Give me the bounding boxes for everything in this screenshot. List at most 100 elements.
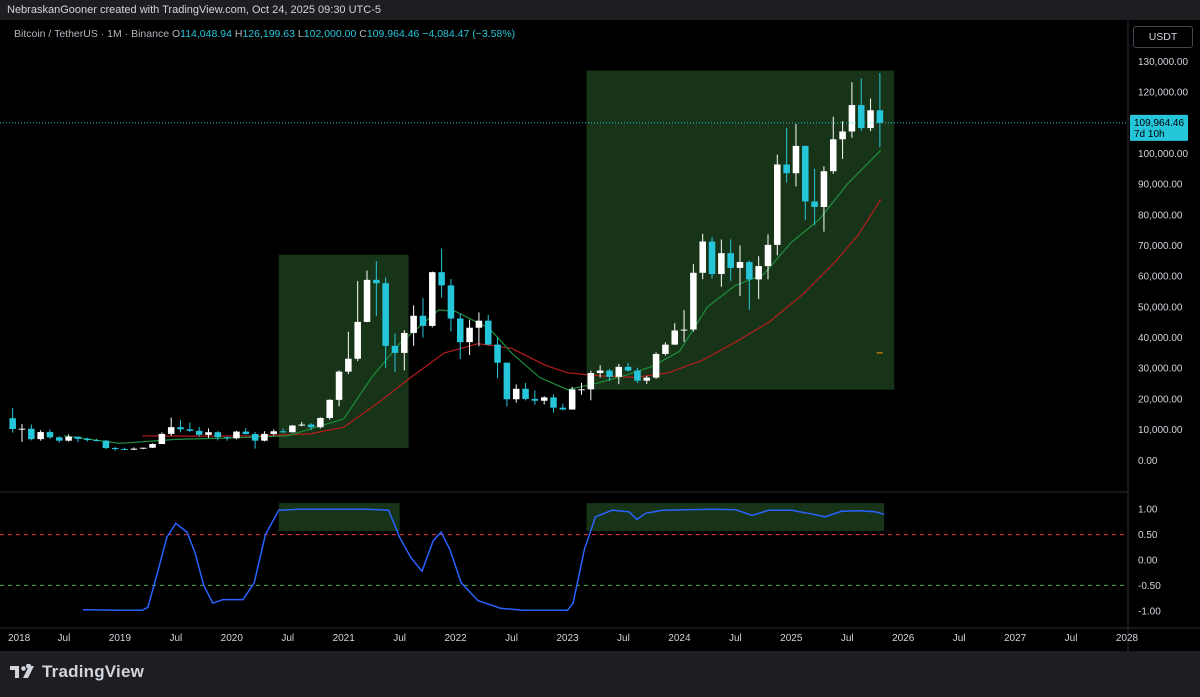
candle-body — [298, 424, 306, 426]
candle-body — [587, 372, 595, 390]
candle — [783, 127, 790, 183]
candle — [578, 382, 585, 395]
candle — [298, 421, 306, 427]
ema-slow-line — [142, 199, 882, 437]
candle — [718, 239, 725, 287]
candle — [205, 428, 212, 438]
candle-body — [643, 377, 651, 381]
axes: 0.00 10,000.00 20,000.00 30,000.00 40,000.00… — [0, 20, 1200, 651]
time-tick-label: 2025 — [780, 633, 803, 644]
tradingview-logo-icon — [10, 664, 34, 678]
candle — [727, 239, 734, 282]
candle — [764, 234, 772, 280]
symbol-legend: Bitcoin / TetherUS · 1M · Binance O114,0… — [14, 28, 515, 40]
candle-body — [559, 407, 567, 410]
currency-button[interactable]: USDT — [1133, 26, 1193, 48]
legend-high: 126,199.63 — [242, 28, 295, 40]
candle — [746, 260, 753, 310]
candle-body — [177, 427, 184, 430]
candle — [596, 365, 604, 378]
candle-body — [429, 272, 436, 326]
candle — [177, 420, 184, 433]
candle — [345, 331, 352, 375]
candle — [261, 431, 268, 442]
candle — [811, 168, 818, 226]
candle — [438, 248, 445, 298]
time-tick-label: Jul — [393, 633, 406, 644]
candle-body — [139, 447, 147, 449]
candle — [652, 352, 660, 379]
candle-body — [680, 329, 688, 331]
candle — [736, 245, 744, 297]
main-pane — [0, 70, 1127, 451]
candle — [279, 428, 287, 433]
candle — [829, 116, 837, 174]
tradingview-logo[interactable]: TradingView — [10, 662, 144, 682]
candle — [111, 446, 119, 451]
price-tick-label: 10,000.00 — [1138, 425, 1183, 436]
candle-body — [261, 433, 268, 441]
candle — [708, 236, 716, 279]
oscillator-tick-label: -1.00 — [1138, 606, 1161, 617]
candle — [587, 370, 595, 401]
candle — [223, 436, 231, 441]
candle — [447, 278, 455, 332]
candle-body — [876, 110, 884, 123]
candle-body — [279, 431, 287, 433]
candle-body — [382, 283, 389, 346]
candle-body — [456, 318, 464, 343]
candle-body — [820, 171, 828, 207]
candle-body — [195, 430, 203, 435]
candle-body — [522, 388, 529, 399]
candle-body — [447, 285, 455, 319]
time-tick-label: Jul — [58, 633, 71, 644]
candle — [242, 428, 250, 435]
last-price-value: 109,964.46 — [1134, 118, 1184, 129]
candle-body — [746, 262, 753, 280]
footer-bar: TradingView — [0, 651, 1200, 697]
price-tick-label: 20,000.00 — [1138, 394, 1183, 405]
candle-body — [829, 139, 837, 172]
candle-body — [690, 272, 697, 330]
candle — [606, 368, 613, 382]
candle-body — [186, 429, 194, 431]
candle — [484, 314, 492, 345]
candle — [56, 436, 63, 443]
candle — [74, 436, 82, 443]
candle — [410, 305, 417, 346]
candle — [233, 430, 240, 440]
candle — [540, 396, 548, 405]
legend-change: −4,084.47 (−3.58%) — [422, 28, 516, 40]
time-tick-label: 2021 — [333, 633, 356, 644]
candle-body — [718, 253, 725, 275]
logo-text: TradingView — [42, 662, 145, 681]
candle-body — [857, 105, 865, 129]
candle-body — [223, 437, 231, 439]
candle-body — [578, 389, 585, 391]
candle — [857, 78, 865, 132]
candle — [643, 375, 651, 384]
candle-body — [699, 241, 706, 273]
candle — [867, 98, 874, 132]
candle — [121, 447, 128, 451]
candle — [139, 447, 147, 450]
time-tick-label: 2020 — [221, 633, 244, 644]
candle-body — [37, 432, 44, 440]
header-bar: NebraskanGooner created with TradingView… — [0, 0, 1200, 20]
time-tick-label: Jul — [1065, 633, 1078, 644]
time-tick-label: Jul — [169, 633, 182, 644]
candle — [699, 233, 706, 280]
price-tick-label: 80,000.00 — [1138, 210, 1183, 221]
time-tick-label: Jul — [953, 633, 966, 644]
oscillator-pane — [0, 503, 1127, 612]
candle — [503, 362, 511, 407]
candle-body — [317, 417, 324, 428]
candle — [755, 256, 762, 300]
candle-body — [9, 418, 16, 430]
oscillator-zone-2 — [586, 503, 885, 532]
countdown-label: 7d 10h — [1134, 129, 1165, 140]
candle-body — [363, 279, 371, 322]
candle — [130, 447, 138, 450]
